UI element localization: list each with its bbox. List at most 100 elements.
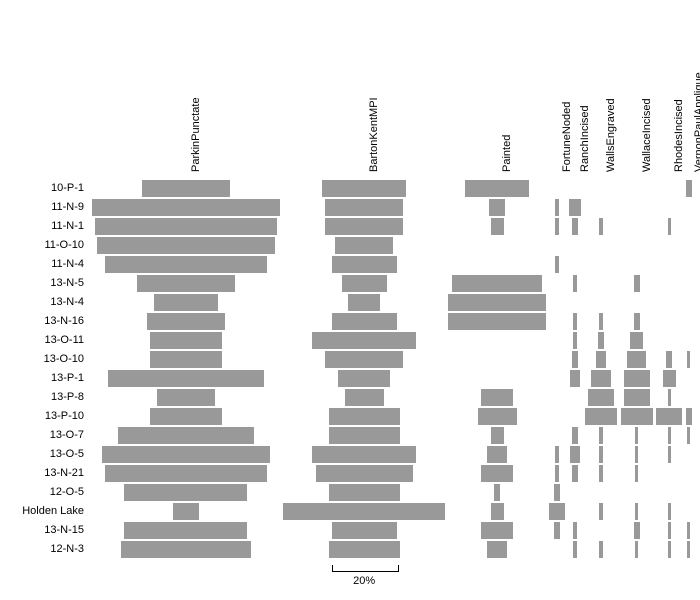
bar [663,370,676,387]
bar [342,275,387,292]
row-label: 13-N-5 [0,277,84,289]
bar [137,275,234,292]
bar [95,218,276,235]
column-label: Painted [501,135,513,172]
bar [599,218,602,235]
column-label: FortuneNoded [561,102,573,172]
bar [634,313,640,330]
bar [97,237,275,254]
bar [570,370,580,387]
bar [312,332,416,349]
row-label: 13-P-1 [0,372,84,384]
bar [635,446,638,463]
row-label: 13-P-8 [0,391,84,403]
bar [624,389,650,406]
column-label: WallsEngraved [605,98,617,172]
bar [599,313,602,330]
bar [92,199,280,216]
bar [325,199,403,216]
row-label: 13-N-15 [0,524,84,536]
bar [150,332,221,349]
bar [121,541,251,558]
bar [687,541,690,558]
bar [124,484,247,501]
bar [635,427,638,444]
row-label: 11-N-4 [0,258,84,270]
bar [329,484,400,501]
row-label: 10-P-1 [0,182,84,194]
bar [332,256,397,273]
scale-bracket [332,565,399,572]
bar [596,351,606,368]
bar [105,465,267,482]
bar [624,370,650,387]
bar [599,541,602,558]
row-label: 13-P-10 [0,410,84,422]
bar [570,446,580,463]
bar [118,427,254,444]
bar [635,465,638,482]
row-label: 13-O-5 [0,448,84,460]
bar [621,408,653,425]
bar [554,522,560,539]
column-label: VernonPaulApplique [693,72,700,172]
bar [325,218,403,235]
bar [666,351,672,368]
bar [635,541,638,558]
bar [154,294,219,311]
row-label: 11-O-10 [0,239,84,251]
bar [591,370,610,387]
bar [338,370,390,387]
bar [102,446,270,463]
row-label: 13-O-11 [0,334,84,346]
column-label: WallaceIncised [641,98,653,172]
bar [555,446,558,463]
bar [487,446,506,463]
bar [150,351,221,368]
bar [549,503,565,520]
bar [555,256,558,273]
row-label: 13-N-16 [0,315,84,327]
bar [668,541,671,558]
bar [573,332,576,349]
bar [634,522,640,539]
bar [668,389,671,406]
bar [478,408,517,425]
bar [573,541,576,558]
bar [687,351,690,368]
bar [491,218,504,235]
bar [572,218,578,235]
bar [668,522,671,539]
bar [452,275,543,292]
bar [598,332,604,349]
bar [635,503,638,520]
column-label: RanchIncised [579,105,591,172]
column-label: RhodesIncised [673,99,685,172]
bar [668,218,671,235]
bar [572,351,578,368]
bar [487,541,506,558]
bar [573,522,576,539]
bar [687,427,690,444]
row-label: 11-N-1 [0,220,84,232]
bar [555,199,558,216]
bar [173,503,199,520]
row-label: 13-N-4 [0,296,84,308]
row-label: Holden Lake [0,505,84,517]
bar [585,408,617,425]
row-label: 12-N-3 [0,543,84,555]
bar [686,408,692,425]
bar [329,408,400,425]
bar [312,446,416,463]
bar [157,389,215,406]
bar [573,313,576,330]
bar [599,503,602,520]
bar [494,484,500,501]
bar [599,446,602,463]
bar [142,180,229,197]
bar [599,465,602,482]
bar [668,427,671,444]
bar [448,294,545,311]
bar [634,275,640,292]
bar [572,465,578,482]
